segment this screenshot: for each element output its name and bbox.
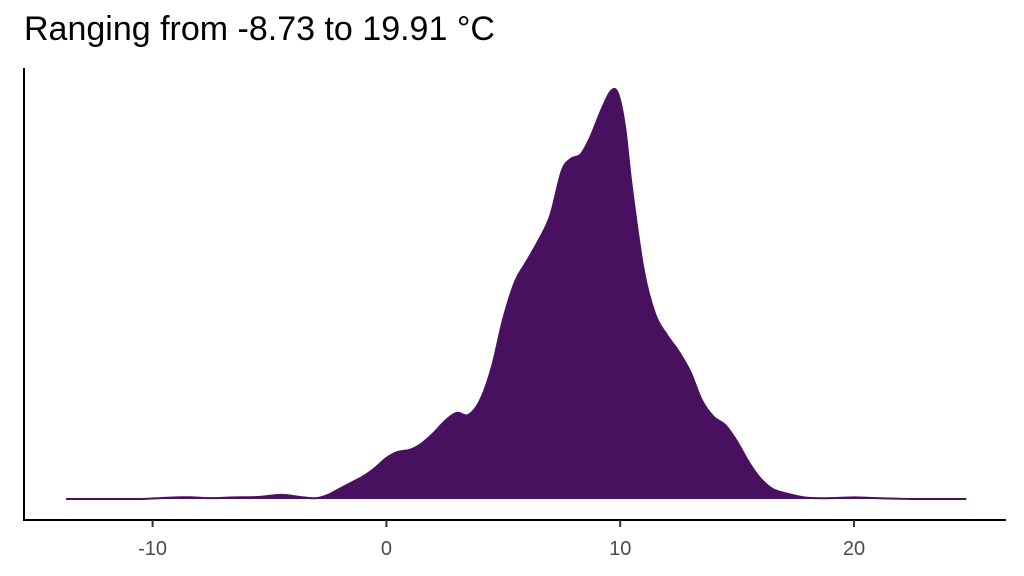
x-axis-ticks: -10 0 10 20: [138, 520, 865, 560]
x-tick-label: 20: [843, 538, 865, 560]
x-tick-label: -10: [138, 538, 167, 560]
density-line: [66, 87, 967, 500]
x-tick-label: 10: [609, 538, 631, 560]
chart-title: Ranging from -8.73 to 19.91 °C: [24, 10, 495, 48]
density-area: [66, 88, 967, 500]
x-tick-label: 0: [381, 538, 392, 560]
